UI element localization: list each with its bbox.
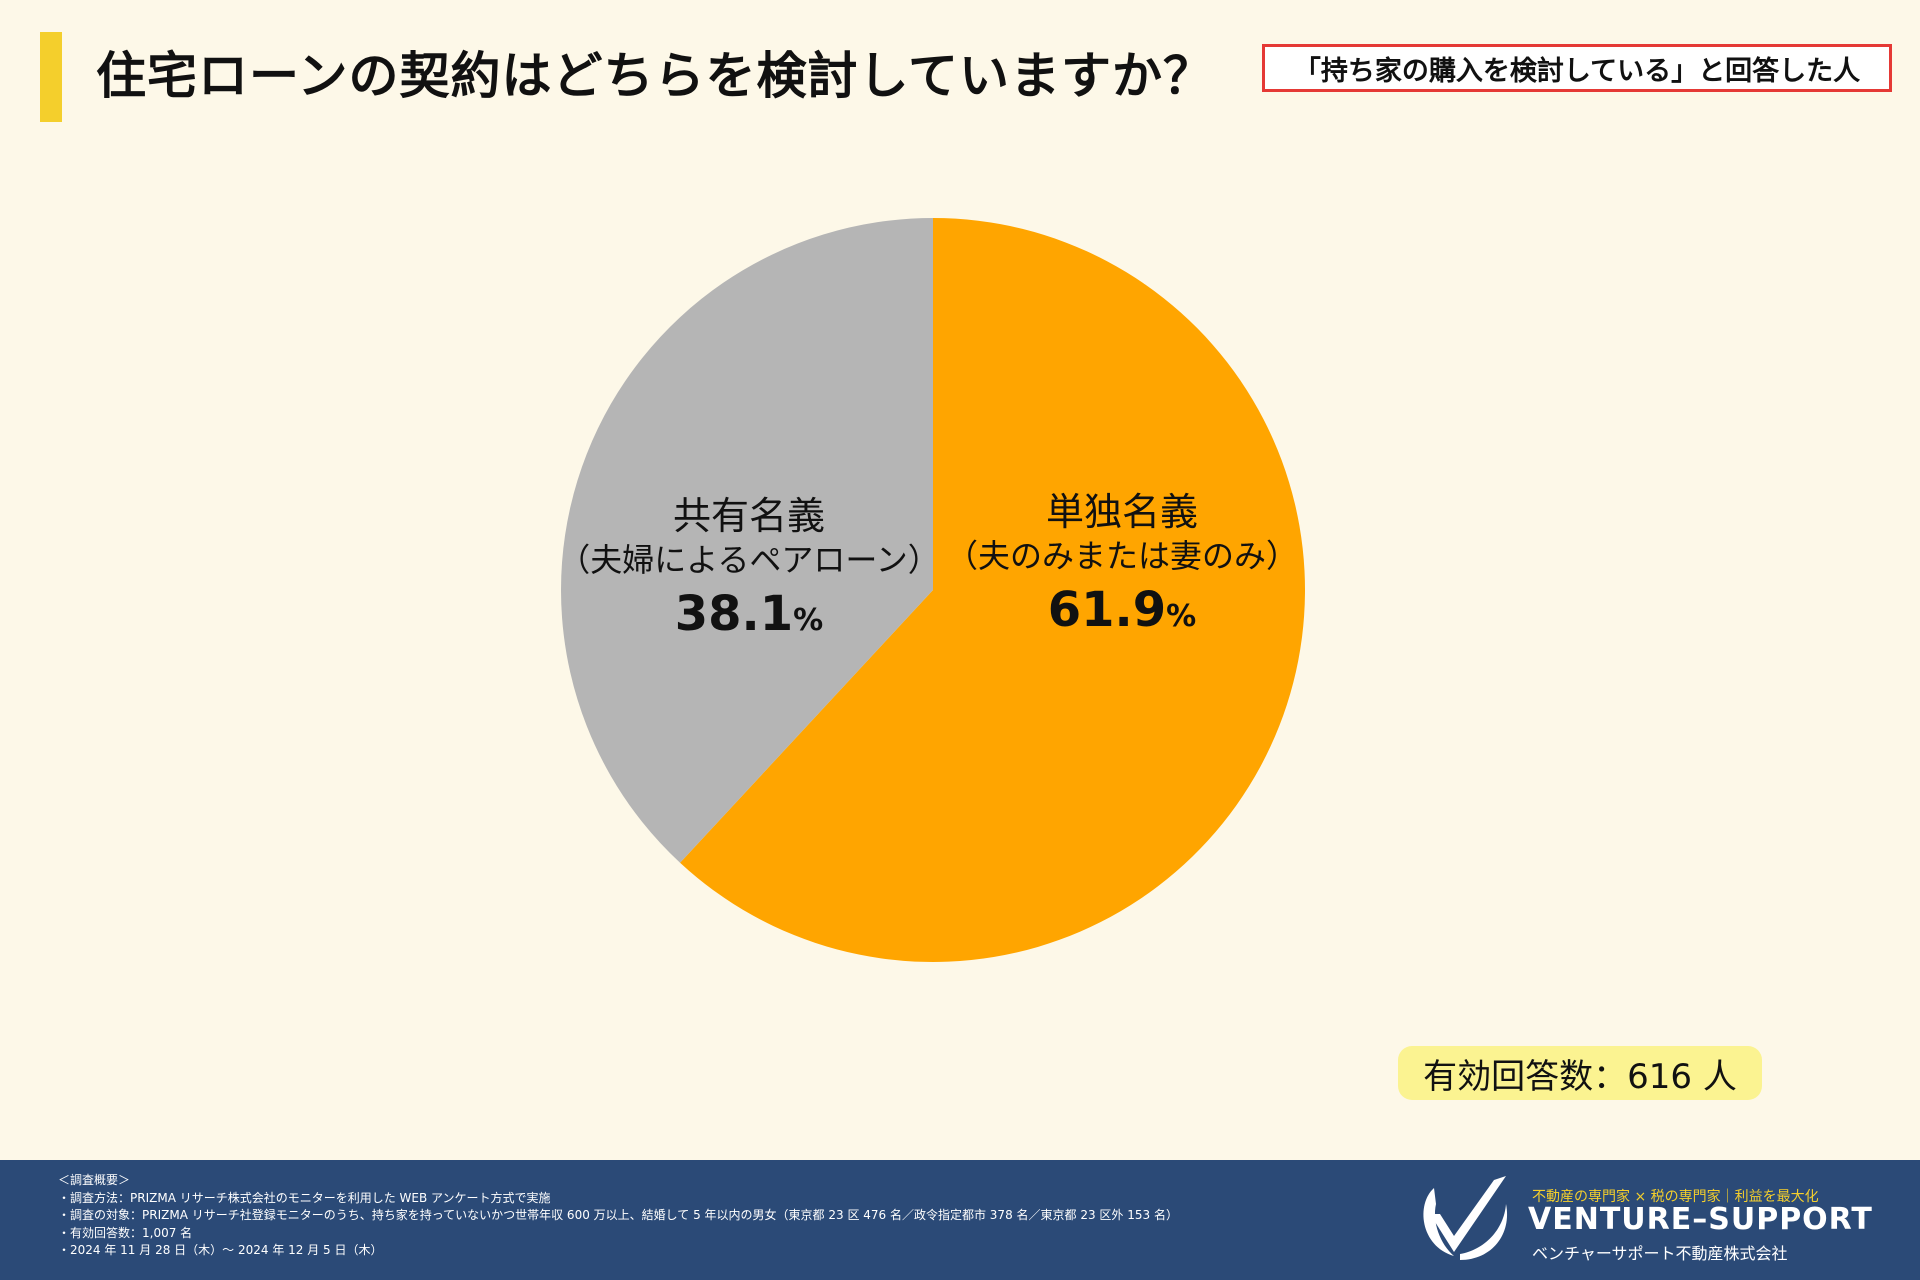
pie-chart [561,217,1305,962]
brand-name: VENTURE–SUPPORT [1528,1202,1873,1237]
slice-value-unit-single: % [1166,599,1197,634]
slice-name-single: 単独名義 [1045,490,1199,534]
brand-company: ベンチャーサポート不動産株式会社 [1532,1244,1788,1263]
slice-value-number-joint: 38.1 [674,586,794,642]
respondent-subset-note: 「持ち家の購入を検討している」と回答した人 [1262,44,1892,92]
page-title: 住宅ローンの契約はどちらを検討していますか？ [96,47,1214,105]
slice-name-joint: 共有名義 [672,494,826,538]
survey-notes: ＜調査概要＞ ・調査方法：PRIZMA リサーチ株式会社のモニターを利用した W… [58,1172,1178,1260]
slice-value-number-single: 61.9 [1047,582,1167,638]
slice-value-unit-joint: % [793,603,824,638]
respondent-count-text: 有効回答数：616 人 [1423,1056,1737,1097]
slice-label-single: 単独名義 （夫のみまたは妻のみ） 61.9% [946,490,1298,649]
slice-value-joint: 38.1% [558,582,939,653]
title-accent-bar [40,32,62,122]
survey-target: ・調査の対象：PRIZMA リサーチ社登録モニターのうち、持ち家を持っていないか… [58,1208,1178,1222]
slice-value-single: 61.9% [946,578,1298,649]
pie-slice-joint [561,217,933,863]
respondent-subset-text: 「持ち家の購入を検討している」と回答した人 [1293,55,1861,87]
respondent-count-badge: 有効回答数：616 人 [1398,1046,1762,1100]
footer: ＜調査概要＞ ・調査方法：PRIZMA リサーチ株式会社のモニターを利用した W… [0,1160,1920,1280]
slice-label-joint: 共有名義 （夫婦によるペアローン） 38.1% [558,494,939,653]
survey-method: ・調査方法：PRIZMA リサーチ株式会社のモニターを利用した WEB アンケー… [58,1190,551,1205]
survey-period: ・2024 年 11 月 28 日（木）～ 2024 年 12 月 5 日（木） [58,1243,383,1257]
brand-tagline: 不動産の専門家 × 税の専門家｜利益を最大化 [1532,1189,1819,1205]
pie-slice-single [680,218,1305,962]
v-check-logo-icon [1423,1176,1508,1260]
slice-sublabel-joint: （夫婦によるペアローン） [558,541,940,579]
slice-sublabel-single: （夫のみまたは妻のみ） [945,537,1299,575]
survey-notes-heading: ＜調査概要＞ [58,1173,131,1187]
survey-valid-responses: ・有効回答数：1,007 名 [58,1225,193,1240]
